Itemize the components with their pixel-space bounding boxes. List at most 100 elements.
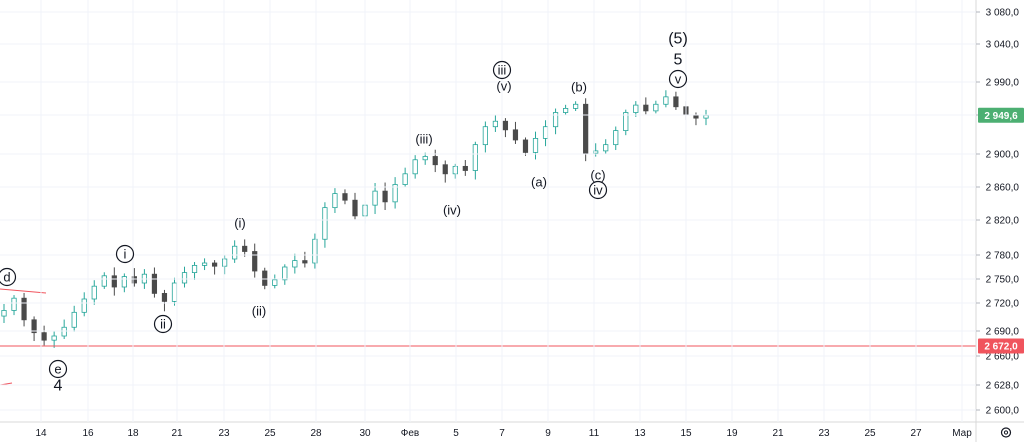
wave-label-circle xyxy=(115,244,135,264)
plot-area[interactable] xyxy=(0,0,976,422)
candle-body xyxy=(603,144,609,152)
candle-body xyxy=(663,96,669,105)
candle-body xyxy=(282,266,288,281)
candle-body xyxy=(372,190,378,206)
candle-body xyxy=(31,319,37,334)
price-tick-label: 2 780,0 xyxy=(986,251,1020,262)
wave-label-circle xyxy=(668,69,688,89)
candle-body xyxy=(171,282,178,302)
candle-body xyxy=(613,130,619,146)
candle-body xyxy=(673,96,679,108)
wave-label[interactable]: (iii) xyxy=(415,132,432,147)
candle-body xyxy=(532,137,539,153)
price-badge[interactable] xyxy=(978,107,1024,123)
wave-label[interactable]: (v) xyxy=(496,79,511,94)
candle-body xyxy=(222,258,228,267)
wave-label[interactable]: (iv) xyxy=(443,203,461,218)
axis-settings-button[interactable] xyxy=(998,425,1014,440)
price-badge-label: 2 672,0 xyxy=(984,342,1018,353)
price-tick-label: 2 660,0 xyxy=(986,352,1020,363)
candle-body xyxy=(11,297,17,311)
candle-body xyxy=(563,108,569,113)
price-tick-label: 3 080,0 xyxy=(986,8,1020,19)
candle-body xyxy=(151,273,158,294)
wave-labels: de4iii(i)(ii)(iii)(iv)iii(v)(a)(b)(c)iv(… xyxy=(0,31,688,395)
wave-label[interactable]: 4 xyxy=(54,378,63,395)
candle-body xyxy=(412,159,418,175)
candle-body xyxy=(442,164,448,175)
time-tick-label: 28 xyxy=(310,428,322,439)
wave-label[interactable]: e xyxy=(54,362,61,377)
candle-body xyxy=(201,262,208,266)
price-tick-label: 2 720,0 xyxy=(986,299,1020,310)
wave-label[interactable]: 5 xyxy=(674,52,683,69)
candle-body xyxy=(101,275,107,287)
price-tick-label: 2 600,0 xyxy=(986,406,1020,417)
time-axis[interactable]: 14 16 18 21 23 25 28 30 Фев 5 7 9 11 13 15 19 21 23 25 27 Ма… xyxy=(35,0,972,439)
candle-body xyxy=(552,112,559,128)
time-tick-label: 19 xyxy=(726,428,738,439)
time-tick-label: Фев xyxy=(401,428,419,439)
wave-label[interactable]: (ii) xyxy=(252,304,266,319)
price-tick-label: 2 690,0 xyxy=(986,327,1020,338)
wave-label[interactable]: v xyxy=(675,72,682,87)
candle-body xyxy=(573,103,579,109)
trend-segment[interactable] xyxy=(0,288,47,294)
time-tick-label: 30 xyxy=(359,428,371,439)
candle-body xyxy=(512,129,519,141)
candle-body xyxy=(1,310,7,317)
candle-body xyxy=(191,264,198,273)
candle-body xyxy=(542,126,549,139)
wave-label[interactable]: iii xyxy=(498,63,507,78)
candle-body xyxy=(392,184,398,203)
candle-body xyxy=(352,199,358,217)
candle-body xyxy=(422,156,428,161)
price-axis[interactable]: 3 080,03 040,02 990,02 950,02 900,02 860… xyxy=(0,8,1019,417)
wave-label[interactable]: (5) xyxy=(668,31,688,48)
candle-body xyxy=(322,207,328,240)
price-tick-label: 2 990,0 xyxy=(986,78,1020,89)
wave-label[interactable]: (a) xyxy=(531,175,547,190)
wave-label[interactable]: ii xyxy=(160,317,166,332)
wave-label[interactable]: iv xyxy=(593,183,603,198)
time-tick-label: 23 xyxy=(218,428,230,439)
time-tick-label: 13 xyxy=(634,428,646,439)
gear-icon xyxy=(1000,427,1012,438)
candle-body xyxy=(633,104,639,113)
time-tick-label: 25 xyxy=(264,428,276,439)
wave-label[interactable]: i xyxy=(124,247,127,262)
candle-body xyxy=(522,139,529,153)
time-tick-label: 21 xyxy=(772,428,784,439)
price-tick-label: 2 820,0 xyxy=(986,216,1020,227)
candle-body xyxy=(312,238,318,264)
wave-label[interactable]: (b) xyxy=(571,80,587,95)
candle-body xyxy=(472,144,478,171)
time-tick-label: 27 xyxy=(910,428,922,439)
candle-body xyxy=(342,193,348,201)
candle-body xyxy=(61,326,67,337)
wave-label[interactable]: (c) xyxy=(590,168,605,183)
candle-body xyxy=(181,272,188,284)
candle-body xyxy=(502,120,509,131)
candle-body xyxy=(653,103,659,112)
time-tick-label: 25 xyxy=(864,428,876,439)
candle-body xyxy=(462,165,468,171)
price-tick-label: 2 628,0 xyxy=(986,381,1020,392)
wave-label[interactable]: (i) xyxy=(234,216,246,231)
time-tick-label: 16 xyxy=(82,428,94,439)
candle-body xyxy=(81,298,87,313)
time-tick-label: 9 xyxy=(545,428,551,439)
price-tick-label: 2 900,0 xyxy=(986,150,1020,161)
wave-label[interactable]: d xyxy=(3,270,10,285)
candle-body xyxy=(593,150,599,154)
candle-body xyxy=(91,285,97,300)
candle-body xyxy=(482,126,488,146)
candle-body xyxy=(242,245,248,252)
price-tick-label: 2 860,0 xyxy=(986,183,1020,194)
price-badge[interactable] xyxy=(978,338,1024,354)
candle-body xyxy=(71,311,77,328)
wave-label-circle xyxy=(0,267,17,287)
candle-body xyxy=(41,332,47,341)
candle-body xyxy=(402,173,408,185)
